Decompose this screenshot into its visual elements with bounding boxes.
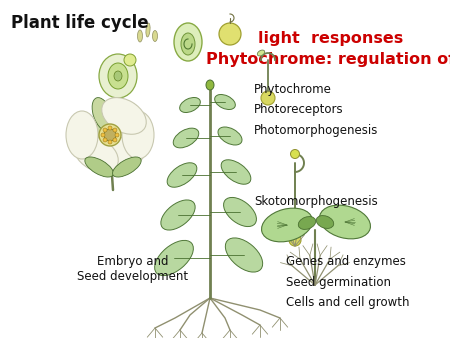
- Ellipse shape: [138, 30, 143, 42]
- Ellipse shape: [113, 128, 117, 132]
- Ellipse shape: [218, 127, 242, 145]
- Text: Phytochrome: Phytochrome: [254, 83, 332, 96]
- Ellipse shape: [221, 160, 251, 184]
- Ellipse shape: [174, 23, 202, 61]
- Ellipse shape: [261, 91, 275, 105]
- Ellipse shape: [257, 50, 265, 56]
- Ellipse shape: [153, 30, 158, 42]
- Ellipse shape: [155, 240, 194, 275]
- Ellipse shape: [74, 136, 118, 172]
- Ellipse shape: [108, 140, 112, 144]
- Ellipse shape: [108, 126, 112, 130]
- Ellipse shape: [224, 197, 256, 226]
- Ellipse shape: [108, 63, 128, 89]
- Ellipse shape: [180, 97, 200, 113]
- Text: Photomorphogenesis: Photomorphogenesis: [254, 124, 378, 137]
- Ellipse shape: [289, 234, 301, 246]
- Ellipse shape: [102, 136, 146, 172]
- Ellipse shape: [101, 133, 105, 137]
- Ellipse shape: [111, 103, 137, 133]
- Ellipse shape: [113, 138, 117, 142]
- Ellipse shape: [72, 117, 106, 138]
- Text: Seed germination: Seed germination: [286, 276, 391, 289]
- Ellipse shape: [122, 111, 154, 159]
- Text: Plant life cycle: Plant life cycle: [11, 14, 149, 31]
- Ellipse shape: [104, 129, 116, 141]
- Ellipse shape: [261, 208, 312, 242]
- Text: Genes and enzymes: Genes and enzymes: [286, 256, 405, 268]
- Ellipse shape: [206, 80, 214, 90]
- Ellipse shape: [115, 133, 119, 137]
- Ellipse shape: [99, 124, 121, 146]
- Text: Embryo and
Seed development: Embryo and Seed development: [77, 255, 188, 283]
- Ellipse shape: [66, 111, 98, 159]
- Ellipse shape: [99, 54, 137, 98]
- Ellipse shape: [103, 138, 107, 142]
- Ellipse shape: [225, 238, 263, 272]
- Ellipse shape: [181, 33, 195, 55]
- Ellipse shape: [112, 157, 141, 177]
- Ellipse shape: [173, 128, 199, 148]
- Ellipse shape: [92, 98, 113, 131]
- Ellipse shape: [298, 217, 316, 230]
- Ellipse shape: [161, 200, 195, 230]
- Ellipse shape: [103, 128, 107, 132]
- Ellipse shape: [85, 157, 113, 177]
- Ellipse shape: [124, 54, 136, 66]
- Ellipse shape: [316, 216, 334, 228]
- Text: Photoreceptors: Photoreceptors: [254, 103, 344, 116]
- Ellipse shape: [146, 23, 150, 37]
- Ellipse shape: [215, 95, 235, 110]
- Ellipse shape: [167, 163, 197, 187]
- Ellipse shape: [102, 98, 146, 134]
- Text: Cells and cell growth: Cells and cell growth: [286, 296, 409, 309]
- Ellipse shape: [114, 71, 122, 81]
- Text: Skotomorphogenesis: Skotomorphogenesis: [254, 195, 378, 208]
- Ellipse shape: [219, 23, 241, 45]
- Ellipse shape: [320, 205, 370, 239]
- Text: Phytochrome: regulation of: Phytochrome: regulation of: [206, 52, 450, 67]
- Ellipse shape: [291, 149, 300, 159]
- Text: light  responses: light responses: [258, 31, 403, 46]
